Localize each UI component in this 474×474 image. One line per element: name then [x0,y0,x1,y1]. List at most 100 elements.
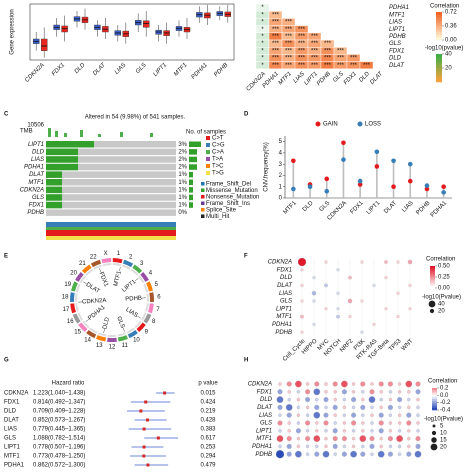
dot [396,260,400,264]
panel-letter: F [244,254,248,260]
alteration [46,163,78,171]
gene-link [122,327,125,332]
legend-gradient [436,23,442,27]
dot [287,397,291,402]
row-label: PDHA1 [389,5,409,11]
size-key [429,308,435,314]
legend-label: T>G [212,171,224,177]
legend-tick-label: 20 [445,66,452,72]
row-label: DLD [32,149,45,155]
dot [324,390,328,394]
chromosome-label: 7 [156,307,160,313]
dot [278,429,282,433]
dot [369,436,375,442]
legend-swatch [206,157,210,161]
dot [341,140,346,146]
dot [341,436,347,442]
chromosome-band [138,275,145,284]
significance: *** [298,56,306,62]
dot [397,429,402,433]
dot [379,390,383,394]
dot [287,421,291,425]
legend-gradient [436,31,442,35]
legend-tick-label: 0.72 [445,10,457,16]
box [41,38,48,51]
chromosome-label: 16 [67,319,74,325]
hr-label: 0.779(0.445–1.365) [33,427,85,433]
row-background [46,201,176,209]
dot [424,186,430,192]
dot [351,444,356,449]
sample-bar [189,194,193,201]
chromosome-band [97,332,107,337]
legend-label: Frame_Shift_Del [206,182,251,188]
dot [276,435,284,442]
dot [397,444,402,449]
dot [361,397,365,402]
legend-title: -log10(Pvalue) [424,417,463,423]
dot [305,420,311,426]
percent-label: 2% [178,157,187,163]
chromosome-label: 5 [155,282,159,288]
dot [351,420,357,426]
dot [313,411,321,419]
chromosome-band [102,263,112,267]
dot [351,405,356,410]
dot [336,268,340,272]
dot [342,397,347,402]
size-key [430,443,438,451]
legend-tick-label: -0.4 [440,408,451,414]
p-value: 0.253 [200,445,216,451]
row-label: LIPT1 [28,142,44,148]
dot [407,390,411,394]
dot [360,260,364,264]
dot [276,396,284,403]
dot [407,429,411,433]
dot [379,436,383,441]
significance: *** [285,41,293,47]
row-label: PDHB [389,34,406,40]
chromosome-label: X [104,251,108,257]
tmb-bar [120,132,123,137]
legend-gradient [436,70,442,74]
sample-bar [189,156,197,163]
significance: *** [272,20,280,26]
dot [351,436,356,441]
legend-marker [315,121,321,127]
dot [350,450,357,458]
dot [324,405,328,410]
dot [324,382,328,386]
significance: *** [337,48,345,54]
gene-label: MTF1 [4,454,20,460]
dot [359,435,367,442]
significance: * [261,20,264,26]
legend-gradient [436,76,442,80]
legend-gradient [430,272,435,276]
dot [341,157,346,162]
hazard-ratio [144,400,148,404]
significance: *** [311,41,319,47]
dot [406,420,412,426]
dot [332,381,338,387]
hazard-ratio [139,409,143,413]
sample-bar [189,187,193,193]
chromosome [127,329,138,339]
dot [296,397,301,402]
dot [341,451,347,457]
dot [360,451,366,457]
dot [305,405,310,410]
dot [305,413,310,417]
dot [314,404,320,410]
y-tick-label: 5 [279,139,283,145]
dot [324,188,330,194]
row-background [46,163,176,171]
row-label: PDHB [27,210,44,216]
chromosome-band [75,283,81,293]
dot [351,397,357,403]
chromosome-label: 10 [133,338,140,344]
dot [387,381,393,387]
chromosome [117,335,128,342]
dot [388,444,393,449]
significance: *** [311,56,319,62]
dot [277,389,283,395]
